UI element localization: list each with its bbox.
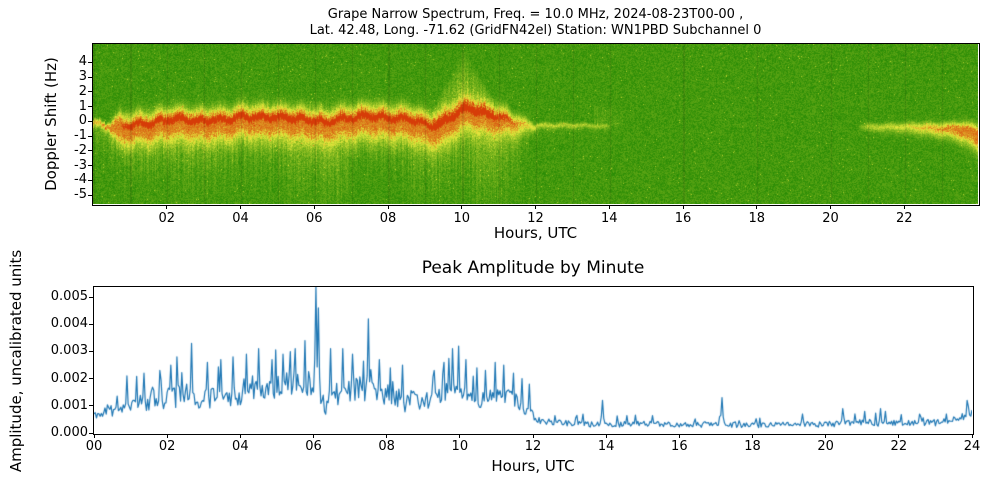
spectrogram-xtick-label: 14 — [600, 211, 618, 226]
spectrogram-xtick-mark — [903, 205, 905, 209]
amplitude-xtick-mark — [825, 434, 827, 438]
spectrogram-plot-area — [92, 43, 980, 206]
spectrogram-xtick-label: 16 — [674, 211, 692, 226]
amplitude-xtick-mark — [239, 434, 241, 438]
spectrogram-xtick-mark — [240, 205, 241, 209]
amplitude-ytick-label: 0.004 — [50, 316, 88, 332]
amplitude-xtick-label: 02 — [158, 439, 176, 454]
spectrogram-ytick-label: 1 — [78, 98, 87, 114]
amplitude-xtick-mark — [532, 434, 534, 438]
amplitude-xtick-mark — [313, 434, 314, 438]
spectrogram-xtick-mark — [535, 205, 536, 209]
spectrogram-xtick-label: 10 — [453, 211, 471, 226]
amplitude-xtick-label: 08 — [378, 439, 395, 454]
spectrogram-xtick-label: 04 — [232, 211, 249, 226]
amplitude-xtick-label: 20 — [817, 439, 834, 454]
spectrogram-title-line2: Lat. 42.48, Long. -71.62 (GridFN42el) St… — [309, 23, 762, 38]
spectrogram-ytick-label: -1 — [74, 128, 87, 144]
amplitude-ylabel: Amplitude, uncalibrated units — [7, 249, 25, 473]
amplitude-xtick-label: 04 — [232, 439, 249, 454]
spectrogram-xlabel: Hours, UTC — [493, 224, 578, 242]
spectrogram-xtick-label: 06 — [305, 211, 323, 226]
amplitude-xtick-label: 06 — [305, 439, 322, 454]
spectrogram-xtick-label: 02 — [158, 211, 176, 226]
amplitude-xtick-mark — [678, 434, 680, 438]
spectrogram-ytick-label: 3 — [78, 69, 87, 85]
spectrogram-ytick-label: -2 — [74, 142, 87, 158]
spectrogram-ytick-label: -4 — [74, 172, 87, 188]
amplitude-xlabel: Hours, UTC — [491, 457, 575, 475]
amplitude-xtick-mark — [605, 434, 607, 438]
amplitude-xtick-label: 00 — [85, 439, 103, 454]
amplitude-xtick-mark — [898, 434, 900, 438]
spectrogram-xtick-mark — [682, 205, 684, 209]
spectrogram-xtick-label: 22 — [895, 211, 913, 226]
amplitude-title: Peak Amplitude by Minute — [421, 258, 645, 278]
amplitude-xtick-label: 14 — [597, 439, 615, 454]
amplitude-ytick-label: 0.000 — [50, 425, 88, 440]
amplitude-xtick-label: 10 — [451, 439, 469, 454]
spectrogram-xtick-label: 20 — [822, 211, 839, 226]
spectrogram-xtick-mark — [166, 205, 168, 209]
spectrogram-ytick-mark — [88, 106, 92, 108]
spectrogram-ytick-mark — [88, 150, 92, 152]
spectrogram-xtick-label: 18 — [748, 211, 766, 226]
amplitude-ytick-mark — [89, 405, 93, 407]
spectrogram-ytick-label: 0 — [78, 113, 87, 129]
spectrogram-ytick-mark — [88, 135, 92, 137]
amplitude-xtick-label: 16 — [671, 439, 688, 454]
spectrogram-xtick-mark — [461, 205, 463, 209]
spectrogram-image — [93, 44, 978, 204]
spectrogram-xtick-mark — [608, 205, 610, 209]
spectrogram-ytick-label: -3 — [74, 157, 87, 173]
amplitude-line-chart — [94, 287, 972, 433]
amplitude-xtick-mark — [93, 434, 95, 438]
amplitude-xtick-label: 24 — [963, 439, 981, 454]
amplitude-ytick-label: 0.002 — [50, 370, 88, 386]
amplitude-ytick-mark — [89, 432, 93, 434]
amplitude-xtick-mark — [459, 434, 461, 438]
spectrogram-ytick-mark — [88, 179, 92, 181]
spectrogram-ytick-label: -5 — [74, 187, 87, 203]
spectrogram-ytick-mark — [88, 91, 92, 93]
spectrogram-ytick-mark — [88, 61, 92, 63]
spectrogram-ytick-label: 2 — [78, 83, 87, 99]
spectrogram-title-line1: Grape Narrow Spectrum, Freq. = 10.0 MHz,… — [327, 7, 744, 22]
spectrogram-xtick-mark — [313, 205, 315, 209]
amplitude-xtick-mark — [166, 434, 168, 438]
amplitude-xtick-label: 12 — [524, 439, 542, 454]
spectrogram-xtick-mark — [387, 205, 389, 209]
spectrogram-xtick-mark — [830, 205, 831, 209]
amplitude-xtick-label: 18 — [744, 439, 761, 454]
amplitude-xtick-mark — [971, 434, 973, 438]
spectrogram-ytick-mark — [88, 165, 92, 167]
amplitude-ytick-mark — [89, 350, 93, 352]
amplitude-ytick-mark — [89, 378, 93, 380]
amplitude-xtick-mark — [386, 434, 388, 438]
amplitude-ytick-label: 0.001 — [50, 397, 88, 413]
spectrogram-ytick-label: 4 — [78, 54, 87, 70]
amplitude-ytick-mark — [89, 296, 93, 298]
amplitude-xtick-label: 22 — [890, 439, 908, 454]
spectrogram-ytick-mark — [88, 76, 92, 78]
amplitude-ytick-mark — [89, 323, 93, 325]
amplitude-xtick-mark — [752, 434, 753, 438]
spectrogram-xtick-label: 08 — [379, 211, 397, 226]
amplitude-plot-area — [93, 286, 974, 435]
amplitude-ytick-label: 0.003 — [50, 343, 88, 359]
spectrogram-xtick-mark — [756, 205, 758, 209]
spectrogram-ytick-mark — [88, 120, 92, 122]
amplitude-ytick-label: 0.005 — [50, 289, 88, 305]
spectrogram-ytick-mark — [88, 194, 92, 196]
spectrogram-xtick-label: 12 — [527, 211, 544, 226]
